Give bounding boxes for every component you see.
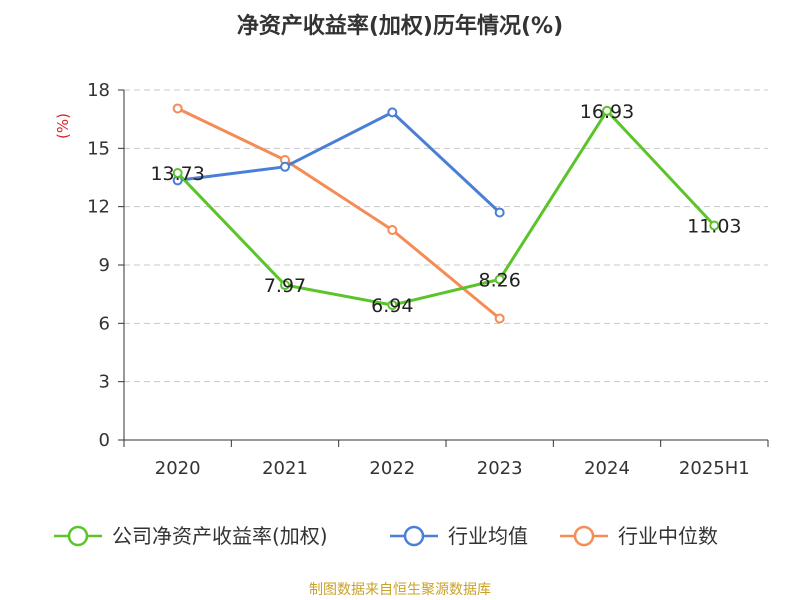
legend-swatch-marker <box>67 525 89 547</box>
x-tick-label: 2022 <box>369 458 415 479</box>
data-point <box>494 313 505 324</box>
data-label: 16.93 <box>580 101 634 123</box>
x-tick-label: 2024 <box>584 458 630 479</box>
y-tick-label: 18 <box>87 80 110 101</box>
x-tick-label: 2020 <box>155 458 201 479</box>
data-label: 7.97 <box>264 275 306 297</box>
x-tick-label: 2023 <box>477 458 523 479</box>
axes: 0 3 6 9 12 15 18 2020 2021 2022 2023 2024 2025H1 (%) <box>54 80 769 479</box>
data-point <box>494 274 505 285</box>
legend-label: 公司净资产收益率(加权) <box>112 524 328 548</box>
data-label: 11.03 <box>687 216 741 238</box>
y-tick-label: 0 <box>99 430 110 451</box>
data-point <box>387 225 398 235</box>
source-note: 制图数据来自恒生聚源数据库 <box>309 582 491 598</box>
x-tick-label: 2025H1 <box>679 458 750 479</box>
series-lines <box>172 103 720 324</box>
legend-swatch-marker <box>403 525 425 547</box>
x-tick-label: 2021 <box>262 458 308 479</box>
data-point <box>172 103 183 114</box>
data-point <box>280 280 290 291</box>
data-labels: 13.73 7.97 6.94 8.26 16.93 11.03 <box>150 101 741 317</box>
series-line <box>177 107 501 320</box>
series-line <box>177 110 501 214</box>
legend-swatch-marker <box>573 525 595 547</box>
y-tick-label: 9 <box>99 255 110 276</box>
y-tick-label: 15 <box>87 138 110 159</box>
y-tick-label: 6 <box>99 313 110 334</box>
data-point <box>494 207 505 218</box>
legend-label: 行业均值 <box>448 524 528 548</box>
legend: 公司净资产收益率(加权) 行业均值 行业中位数 <box>54 524 718 548</box>
data-point <box>602 105 612 116</box>
y-axis-label: (%) <box>54 113 72 139</box>
data-point <box>280 161 290 172</box>
data-point <box>709 220 720 231</box>
data-point <box>387 300 398 311</box>
chart-title: 净资产收益率(加权)历年情况(%) <box>236 14 564 39</box>
data-point <box>172 168 183 179</box>
series-line <box>176 109 716 307</box>
y-tick-label: 12 <box>87 197 110 218</box>
y-tick-label: 3 <box>99 372 110 393</box>
data-label: 13.73 <box>150 163 204 185</box>
data-point <box>387 107 398 118</box>
legend-label: 行业中位数 <box>618 524 718 548</box>
grid-lines <box>124 89 768 383</box>
data-label: 8.26 <box>479 269 521 291</box>
data-label: 6.94 <box>371 295 413 317</box>
